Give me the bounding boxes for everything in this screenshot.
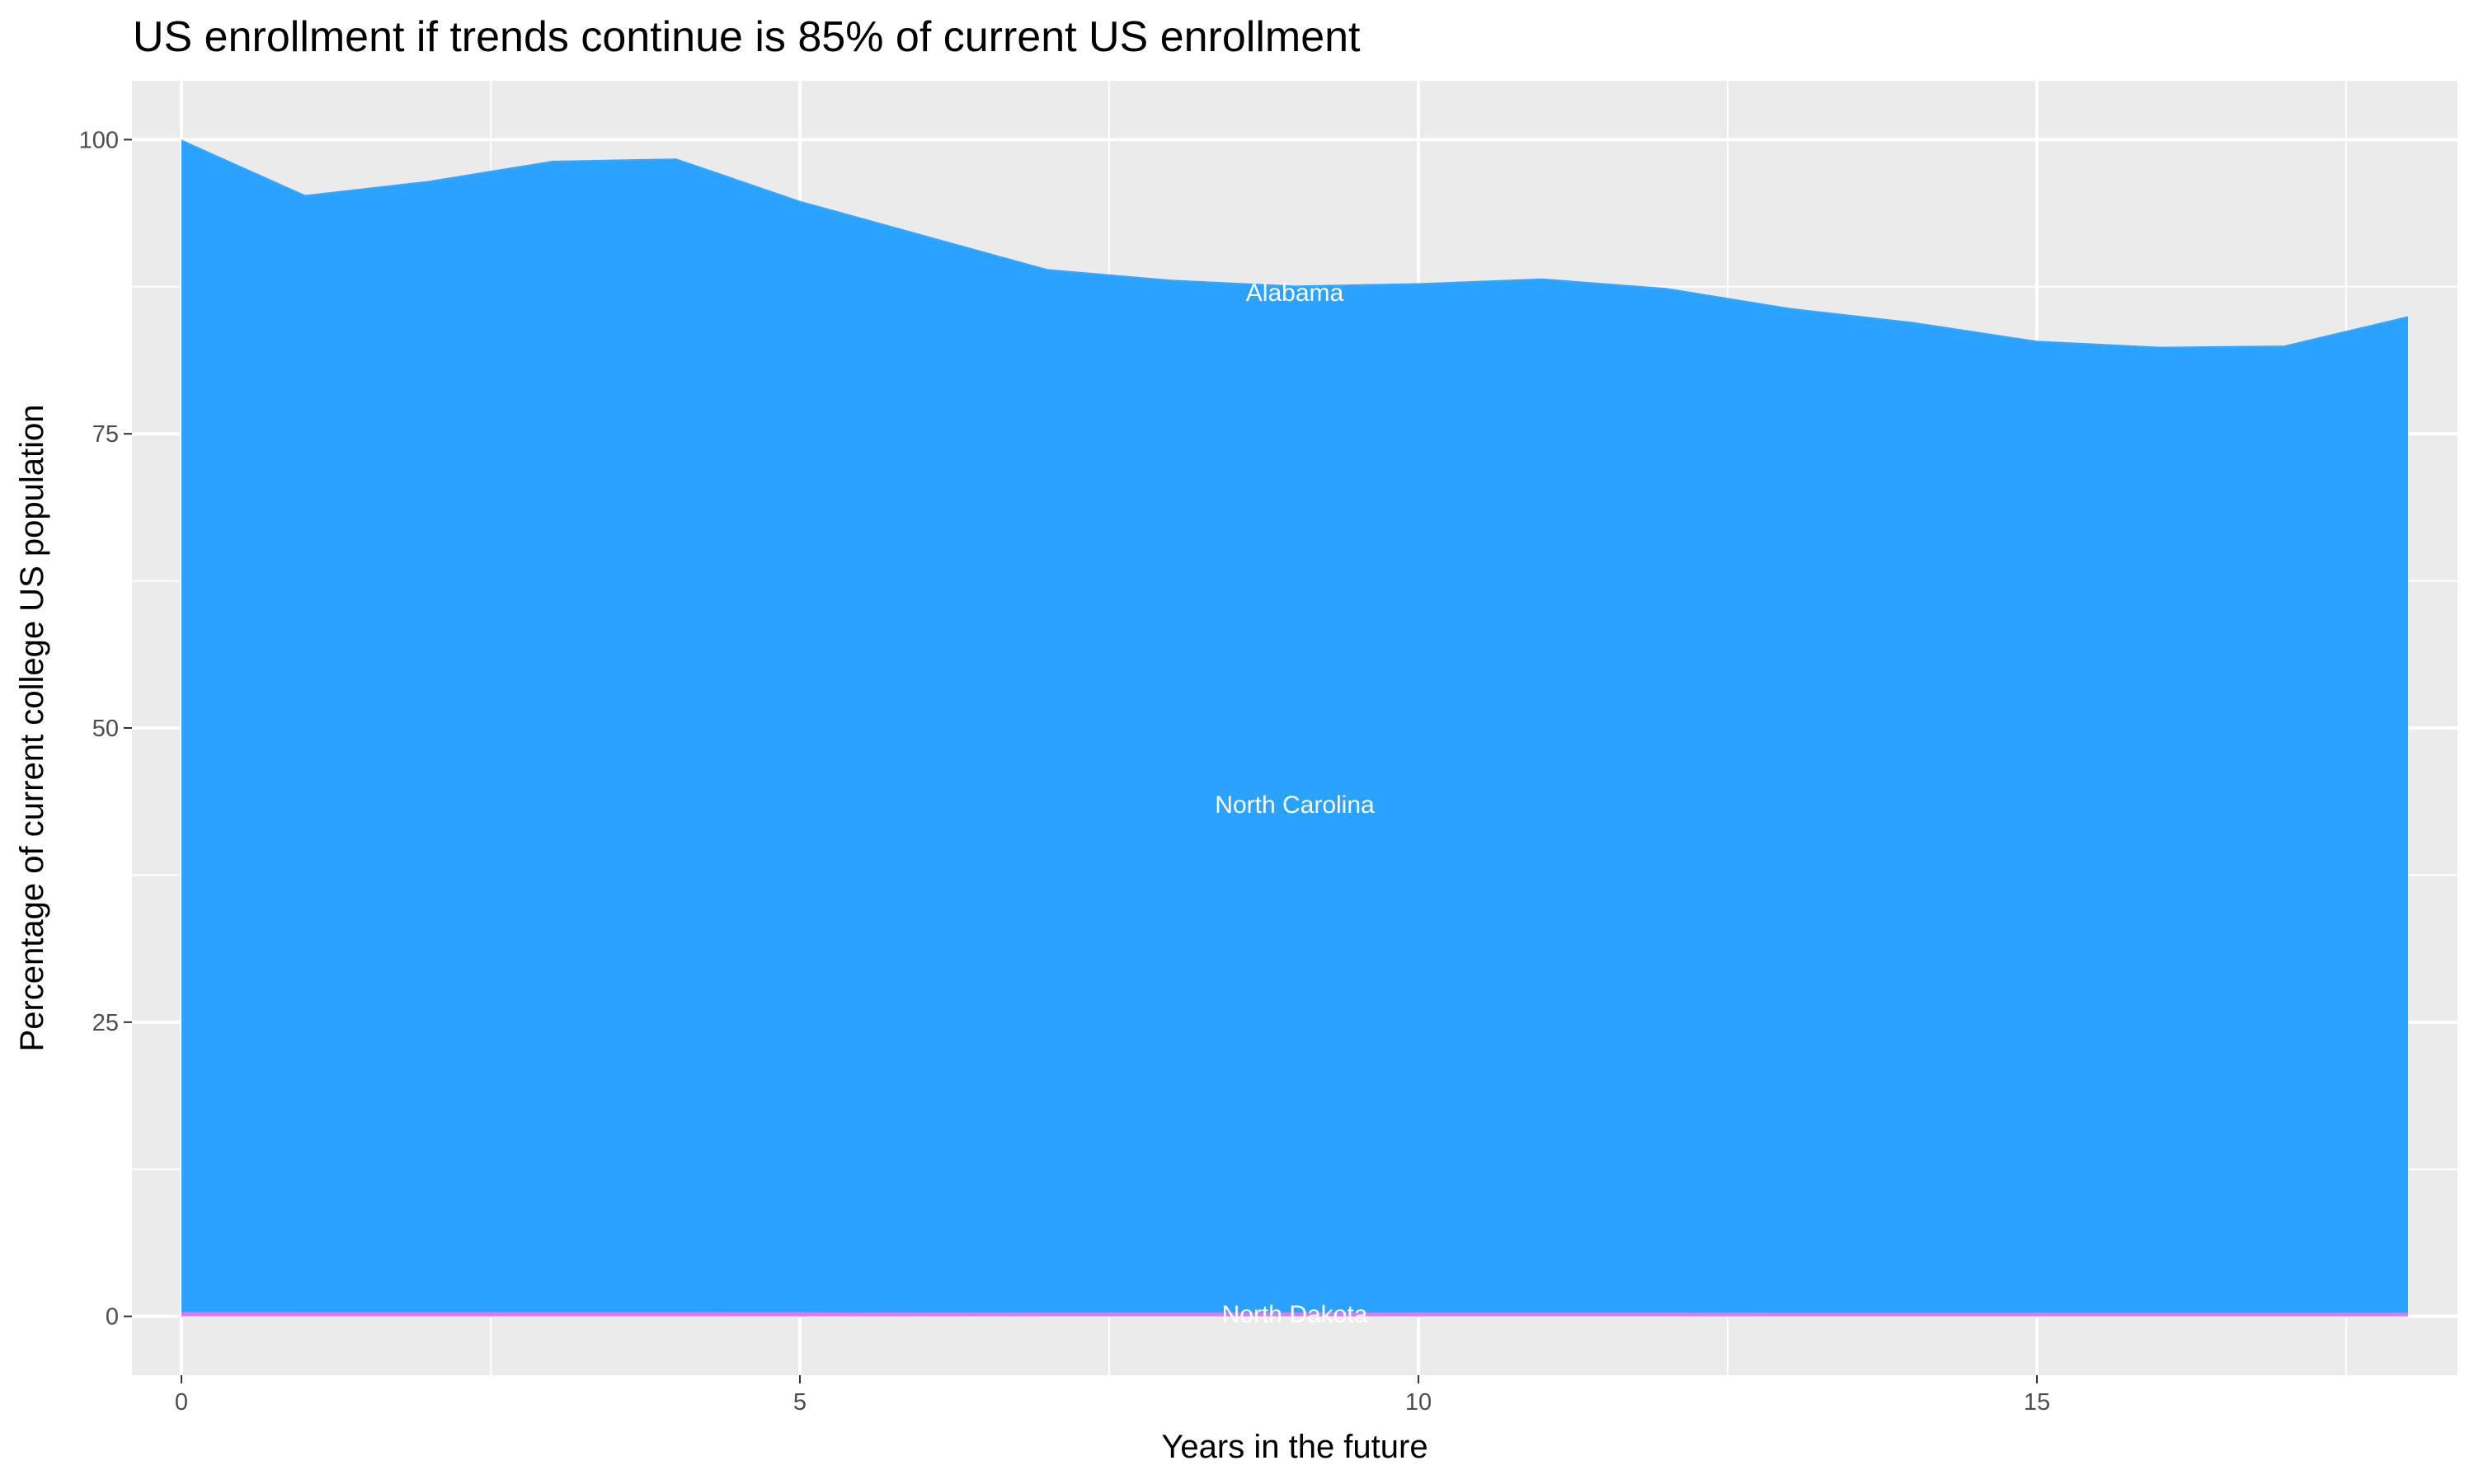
axes: 0 5 10 15 0 25 50 75 100 xyxy=(79,127,2051,1416)
area-label: Alabama xyxy=(1246,279,1344,307)
area-label: North Dakota xyxy=(1222,1301,1368,1328)
x-tick-label: 0 xyxy=(175,1389,188,1416)
x-tick-label: 5 xyxy=(793,1389,807,1416)
area-north-carolina xyxy=(181,140,2408,1313)
y-tick-label: 100 xyxy=(79,127,119,153)
y-tick-label: 50 xyxy=(92,716,119,742)
x-axis-label: Years in the future xyxy=(1161,1429,1427,1465)
area-label: North Carolina xyxy=(1215,791,1375,819)
y-axis-label: Percentage of current college US populat… xyxy=(14,405,50,1052)
area-north-dakota xyxy=(181,1312,2408,1317)
areas xyxy=(181,139,2408,1317)
x-tick-label: 10 xyxy=(1405,1389,1432,1416)
y-tick-label: 0 xyxy=(106,1304,119,1331)
y-tick-label: 75 xyxy=(92,421,119,448)
x-tick-label: 15 xyxy=(2024,1389,2050,1416)
y-tick-label: 25 xyxy=(92,1010,119,1036)
area-labels: Alabama North Carolina North Dakota xyxy=(1215,279,1375,1328)
chart-title: US enrollment if trends continue is 85% … xyxy=(133,13,1361,61)
